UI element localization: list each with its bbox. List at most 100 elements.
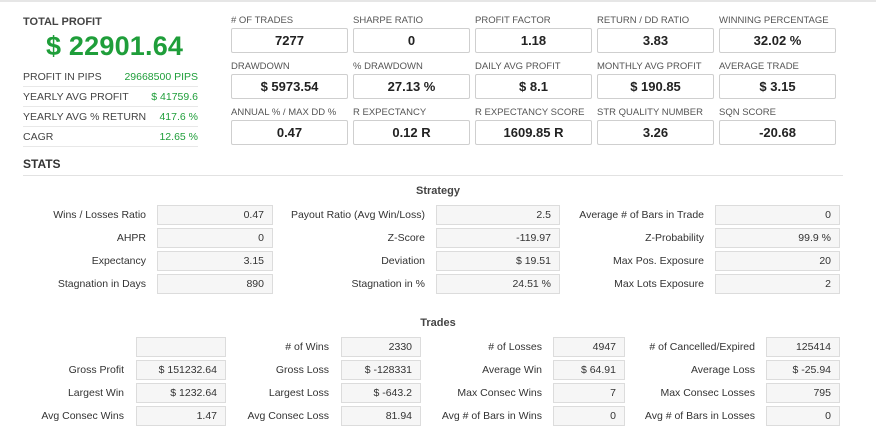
trade-label: Gross Profit: [68, 364, 124, 376]
stat-value: -119.97: [436, 228, 560, 248]
trade-value: 4947: [553, 337, 625, 357]
stat-label: Stagnation in %: [351, 278, 425, 290]
metric-label: R EXPECTANCY: [353, 107, 427, 118]
trade-label: Average Loss: [690, 364, 755, 376]
total-profit-value: $ 22901.64: [46, 31, 184, 61]
metric-card: RETURN / DD RATIO 3.83: [597, 14, 719, 60]
stat-label: Expectancy: [91, 255, 146, 267]
metric-card: R EXPECTANCY 0.12 R: [353, 106, 475, 152]
stat-value: 0: [157, 228, 273, 248]
trade-label: Avg Consec Loss: [247, 410, 329, 422]
trade-label: Largest Win: [67, 387, 124, 399]
stat-label: AHPR: [116, 232, 146, 244]
metric-label: RETURN / DD RATIO: [597, 15, 690, 26]
metric-card: PROFIT FACTOR 1.18: [475, 14, 597, 60]
metric-value: 0.12 R: [353, 120, 470, 145]
metric-card: R EXPECTANCY SCORE 1609.85 R: [475, 106, 597, 152]
stats-divider: [23, 175, 843, 176]
metric-value: 1.18: [475, 28, 592, 53]
stat-label: Z-Probability: [645, 232, 704, 244]
trade-label: Avg # of Bars in Wins: [441, 410, 542, 422]
trade-value: 125414: [766, 337, 840, 357]
stat-label: Wins / Losses Ratio: [53, 209, 146, 221]
metric-label: SQN SCORE: [719, 107, 777, 118]
stat-value: 2: [715, 274, 840, 294]
summary-value: 12.65 %: [159, 130, 198, 143]
trades-heading: Trades: [420, 317, 456, 329]
trade-value: $ 1232.64: [136, 383, 226, 403]
metric-card: STR QUALITY NUMBER 3.26: [597, 106, 719, 152]
metric-row: ANNUAL % / MAX DD % 0.47 R EXPECTANCY 0.12…: [231, 106, 841, 152]
metric-value: $ 8.1: [475, 74, 592, 99]
metric-value: 1609.85 R: [475, 120, 592, 145]
metric-card: SHARPE RATIO 0: [353, 14, 475, 60]
metric-label: AVERAGE TRADE: [719, 61, 799, 72]
strategy-heading: Strategy: [415, 185, 461, 197]
summary-label: YEARLY AVG % RETURN: [23, 110, 147, 123]
trade-value: 81.94: [341, 406, 421, 426]
metric-card: SQN SCORE -20.68: [719, 106, 841, 152]
top-divider: [0, 0, 876, 2]
stat-label: Z-Score: [387, 232, 425, 244]
trade-value: 795: [766, 383, 840, 403]
stat-label: Max Pos. Exposure: [612, 255, 704, 267]
metric-label: SHARPE RATIO: [353, 15, 424, 26]
metric-label: R EXPECTANCY SCORE: [475, 107, 585, 118]
metric-value: 3.26: [597, 120, 714, 145]
trade-label: Max Consec Losses: [660, 387, 755, 399]
stat-value: 2.5: [436, 205, 560, 225]
metric-value: 0: [353, 28, 470, 53]
metric-card: WINNING PERCENTAGE 32.02 %: [719, 14, 841, 60]
trade-value: $ -643.2: [341, 383, 421, 403]
metric-value: 7277: [231, 28, 348, 53]
total-profit-summary: PROFIT IN PIPS 29668500 PIPS YEARLY AVG …: [23, 67, 198, 147]
metric-card: % DRAWDOWN 27.13 %: [353, 60, 475, 106]
metric-row: # OF TRADES 7277 SHARPE RATIO 0 PROFIT FAC…: [231, 14, 841, 60]
stat-value: 0.47: [157, 205, 273, 225]
summary-row-cagr: CAGR 12.65 %: [23, 127, 198, 147]
summary-row-yearly-avg-profit: YEARLY AVG PROFIT $ 41759.6: [23, 87, 198, 107]
trade-label: # of Wins: [285, 341, 329, 353]
metric-row: DRAWDOWN $ 5973.54 % DRAWDOWN 27.13 % DAIL…: [231, 60, 841, 106]
metric-card: ANNUAL % / MAX DD % 0.47: [231, 106, 353, 152]
trade-value: $ -128331: [341, 360, 421, 380]
trade-label: # of Cancelled/Expired: [649, 341, 755, 353]
stat-value: 99.9 %: [715, 228, 840, 248]
metric-value: -20.68: [719, 120, 836, 145]
stats-heading: STATS: [23, 157, 61, 171]
summary-label: CAGR: [23, 130, 54, 143]
summary-row-profit-in-pips: PROFIT IN PIPS 29668500 PIPS: [23, 67, 198, 87]
metric-value: 32.02 %: [719, 28, 836, 53]
metric-card: DRAWDOWN $ 5973.54: [231, 60, 353, 106]
trade-label: Max Consec Wins: [457, 387, 542, 399]
stat-value: 24.51 %: [436, 274, 560, 294]
metric-label: MONTHLY AVG PROFIT: [597, 61, 702, 72]
metric-card: # OF TRADES 7277: [231, 14, 353, 60]
summary-value: 417.6 %: [159, 110, 198, 123]
metric-card: MONTHLY AVG PROFIT $ 190.85: [597, 60, 719, 106]
metric-label: PROFIT FACTOR: [475, 15, 551, 26]
trade-label: Gross Loss: [275, 364, 329, 376]
trade-value: 7: [553, 383, 625, 403]
metric-value: 27.13 %: [353, 74, 470, 99]
stat-value: 20: [715, 251, 840, 271]
metric-card: DAILY AVG PROFIT $ 8.1: [475, 60, 597, 106]
trade-label: Avg Consec Wins: [41, 410, 124, 422]
stat-label: Payout Ratio (Avg Win/Loss): [290, 209, 425, 221]
trade-value: $ -25.94: [766, 360, 840, 380]
trade-label: Average Win: [482, 364, 542, 376]
metric-label: WINNING PERCENTAGE: [719, 15, 829, 26]
summary-label: PROFIT IN PIPS: [23, 70, 102, 83]
metric-card: AVERAGE TRADE $ 3.15: [719, 60, 841, 106]
trade-value: 1.47: [136, 406, 226, 426]
metric-cards: # OF TRADES 7277 SHARPE RATIO 0 PROFIT FAC…: [231, 14, 841, 152]
summary-value: $ 41759.6: [151, 90, 198, 103]
summary-label: YEARLY AVG PROFIT: [23, 90, 129, 103]
stat-label: Stagnation in Days: [57, 278, 146, 290]
trade-label: Avg # of Bars in Losses: [644, 410, 755, 422]
summary-value: 29668500 PIPS: [124, 70, 198, 83]
metric-label: # OF TRADES: [231, 15, 294, 26]
metric-value: $ 5973.54: [231, 74, 348, 99]
stat-value: 890: [157, 274, 273, 294]
metric-label: DRAWDOWN: [231, 61, 290, 72]
